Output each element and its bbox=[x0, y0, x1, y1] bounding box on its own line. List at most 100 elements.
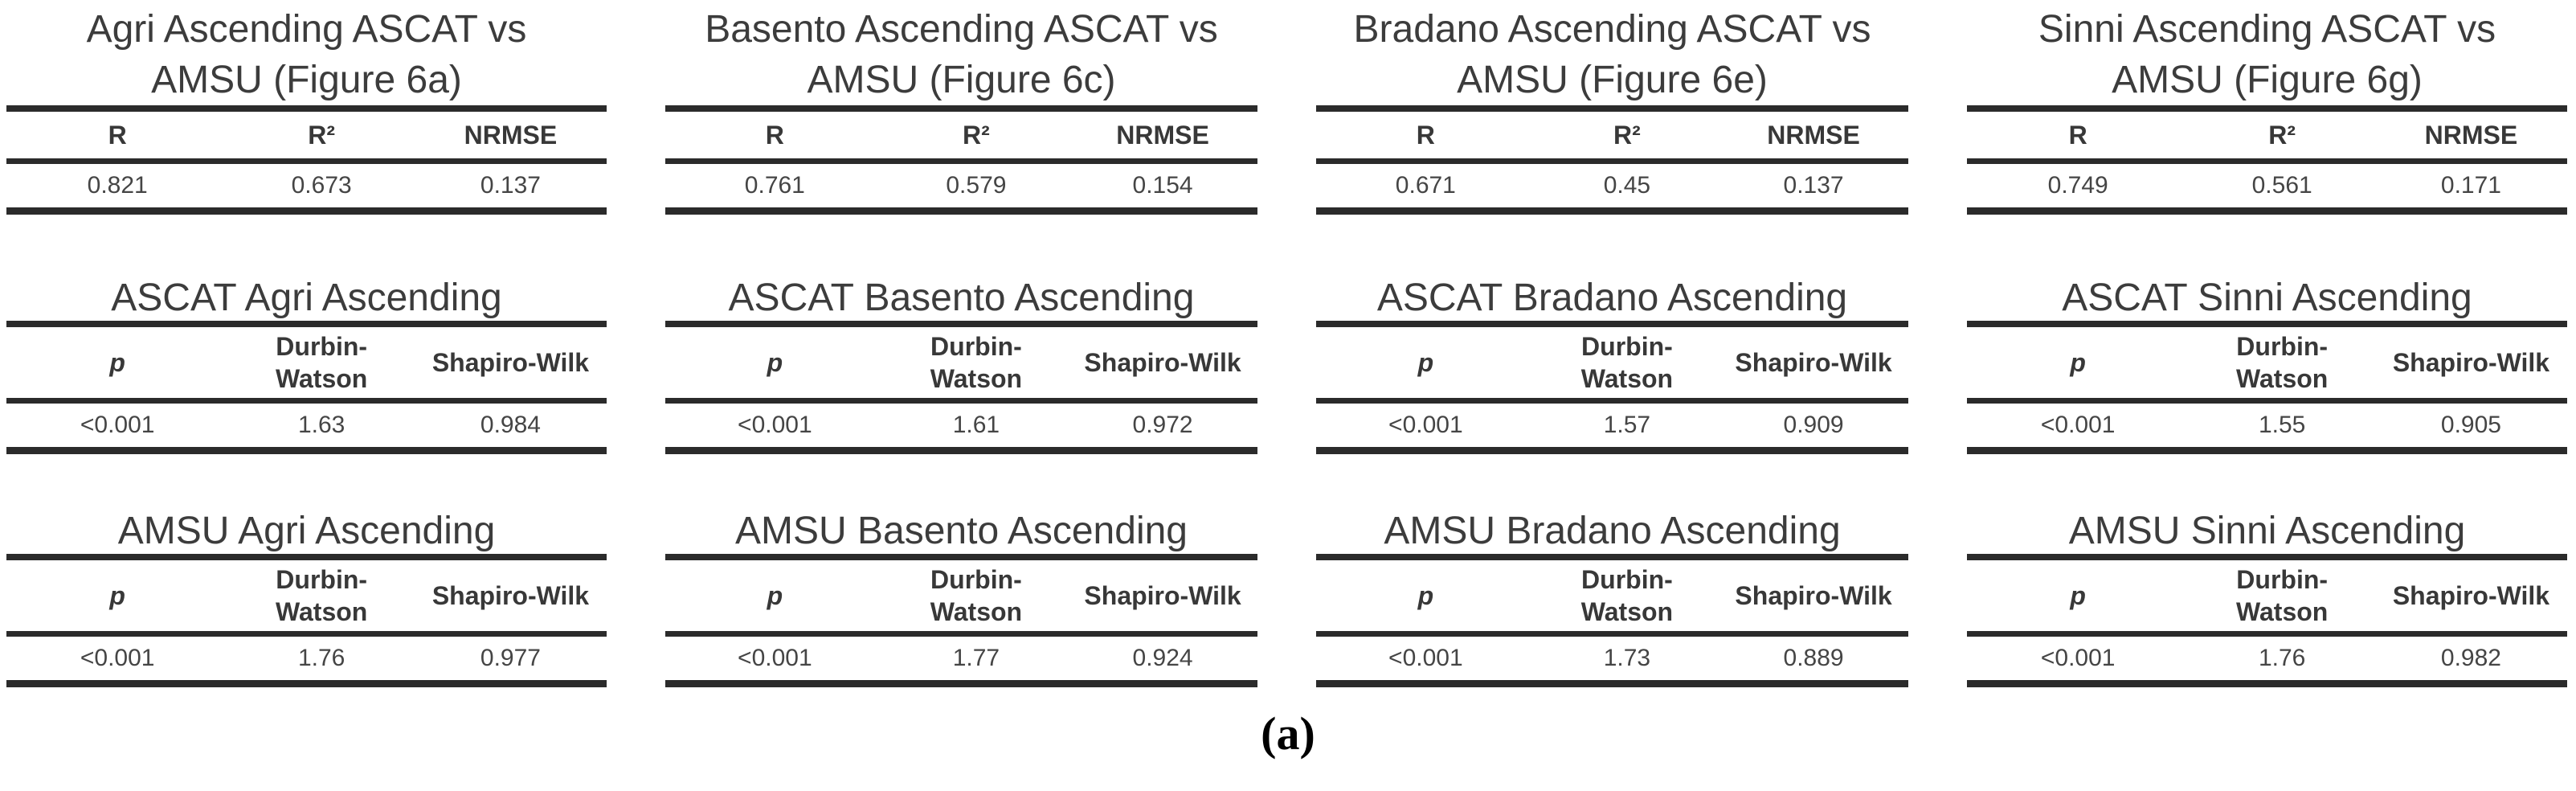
header-cell-durbin-watson: Durbin- Watson bbox=[2235, 565, 2329, 626]
data-row: <0.001 1.61 0.972 bbox=[665, 404, 1257, 447]
header-cell-nrmse: NRMSE bbox=[1116, 120, 1209, 150]
data-row: <0.001 1.76 0.977 bbox=[6, 637, 607, 680]
value-shapiro-wilk: 0.977 bbox=[480, 645, 541, 671]
value-durbin-watson: 1.76 bbox=[2258, 645, 2306, 671]
header-row: R R² NRMSE bbox=[6, 112, 607, 158]
header-cell-p: p bbox=[767, 347, 783, 377]
value-p: <0.001 bbox=[1388, 412, 1463, 438]
header-row: p Durbin- Watson Shapiro-Wilk bbox=[1316, 327, 1908, 398]
header-cell-durbin-watson: Durbin- Watson bbox=[930, 565, 1023, 626]
table-mid-rule bbox=[665, 398, 1257, 404]
header-cell-r2: R² bbox=[2268, 120, 2296, 150]
value-r2: 0.561 bbox=[2251, 172, 2312, 199]
table-title: Agri Ascending ASCAT vs AMSU (Figure 6a) bbox=[6, 0, 607, 105]
table-body: p Durbin- Watson Shapiro-Wilk <0.001 1.7… bbox=[1316, 554, 1908, 687]
value-p: <0.001 bbox=[738, 412, 812, 438]
table-title-line2: AMSU (Figure 6c) bbox=[807, 59, 1116, 101]
header-cell-p: p bbox=[767, 580, 783, 610]
table-body: p Durbin- Watson Shapiro-Wilk <0.001 1.5… bbox=[1316, 321, 1908, 454]
data-row: <0.001 1.55 0.905 bbox=[1967, 404, 2567, 447]
data-row: 0.671 0.45 0.137 bbox=[1316, 164, 1908, 207]
header-cell-durbin-watson: Durbin- Watson bbox=[2235, 332, 2329, 393]
value-durbin-watson: 1.55 bbox=[2258, 412, 2306, 438]
ascat-table-bradano: ASCAT Bradano Ascending p Durbin- Watson… bbox=[1316, 276, 1908, 454]
table-mid-rule bbox=[1967, 631, 2567, 637]
table-title-line1: Basento Ascending ASCAT vs bbox=[705, 8, 1218, 51]
figure-caption: (a) bbox=[1261, 707, 1315, 760]
header-cell-shapiro-wilk: Shapiro-Wilk bbox=[2392, 580, 2550, 610]
data-row: <0.001 1.57 0.909 bbox=[1316, 404, 1908, 447]
value-durbin-watson: 1.76 bbox=[297, 645, 346, 671]
data-row: 0.749 0.561 0.171 bbox=[1967, 164, 2567, 207]
header-cell-r: R bbox=[108, 120, 127, 150]
value-p: <0.001 bbox=[1388, 645, 1463, 671]
table-body: p Durbin- Watson Shapiro-Wilk <0.001 1.7… bbox=[665, 554, 1257, 687]
table-body: R R² NRMSE 0.761 0.579 0.154 bbox=[665, 105, 1257, 215]
table-mid-rule bbox=[665, 158, 1257, 164]
header-cell-p: p bbox=[1417, 347, 1434, 377]
header-cell-durbin-watson: Durbin- Watson bbox=[275, 332, 368, 393]
value-durbin-watson: 1.57 bbox=[1603, 412, 1651, 438]
table-mid-rule bbox=[1967, 158, 2567, 164]
header-cell-r2: R² bbox=[963, 120, 990, 150]
amsu-table-basento: AMSU Basento Ascending p Durbin- Watson … bbox=[665, 509, 1257, 687]
header-cell-nrmse: NRMSE bbox=[464, 120, 558, 150]
header-cell-shapiro-wilk: Shapiro-Wilk bbox=[1084, 347, 1241, 377]
value-r2: 0.579 bbox=[946, 172, 1007, 199]
column-agri: Agri Ascending ASCAT vs AMSU (Figure 6a)… bbox=[6, 0, 607, 687]
value-nrmse: 0.137 bbox=[480, 172, 541, 199]
tables-grid: Agri Ascending ASCAT vs AMSU (Figure 6a)… bbox=[6, 0, 2567, 687]
table-body: p Durbin- Watson Shapiro-Wilk <0.001 1.6… bbox=[6, 321, 607, 454]
table-title-line2: AMSU (Figure 6e) bbox=[1457, 59, 1768, 101]
header-row: R R² NRMSE bbox=[1316, 112, 1908, 158]
amsu-table-sinni: AMSU Sinni Ascending p Durbin- Watson Sh… bbox=[1967, 509, 2567, 687]
header-row: p Durbin- Watson Shapiro-Wilk bbox=[6, 327, 607, 398]
table-title: ASCAT Basento Ascending bbox=[728, 277, 1195, 319]
column-bradano: Bradano Ascending ASCAT vs AMSU (Figure … bbox=[1316, 0, 1908, 687]
table-body: p Durbin- Watson Shapiro-Wilk <0.001 1.7… bbox=[1967, 554, 2567, 687]
header-row: p Durbin- Watson Shapiro-Wilk bbox=[6, 560, 607, 631]
value-shapiro-wilk: 0.905 bbox=[2440, 412, 2501, 438]
table-title: ASCAT Agri Ascending bbox=[111, 277, 502, 319]
table-mid-rule bbox=[1316, 631, 1908, 637]
value-shapiro-wilk: 0.909 bbox=[1783, 412, 1844, 438]
table-title-line1: Sinni Ascending ASCAT vs bbox=[2038, 8, 2496, 51]
table-title: ASCAT Sinni Ascending bbox=[2062, 277, 2472, 319]
value-durbin-watson: 1.61 bbox=[952, 412, 1000, 438]
value-shapiro-wilk: 0.889 bbox=[1783, 645, 1844, 671]
header-cell-shapiro-wilk: Shapiro-Wilk bbox=[1735, 580, 1892, 610]
value-r: 0.821 bbox=[87, 172, 148, 199]
table-mid-rule bbox=[6, 158, 607, 164]
table-body: p Durbin- Watson Shapiro-Wilk <0.001 1.7… bbox=[6, 554, 607, 687]
value-durbin-watson: 1.63 bbox=[297, 412, 346, 438]
header-row: p Durbin- Watson Shapiro-Wilk bbox=[665, 560, 1257, 631]
value-p: <0.001 bbox=[738, 645, 812, 671]
value-shapiro-wilk: 0.972 bbox=[1132, 412, 1193, 438]
table-title-line2: AMSU (Figure 6g) bbox=[2112, 59, 2423, 101]
value-shapiro-wilk: 0.982 bbox=[2440, 645, 2501, 671]
table-mid-rule bbox=[1967, 398, 2567, 404]
header-cell-durbin-watson: Durbin- Watson bbox=[1580, 332, 1674, 393]
value-r: 0.761 bbox=[744, 172, 805, 199]
header-row: R R² NRMSE bbox=[665, 112, 1257, 158]
table-title: AMSU Bradano Ascending bbox=[1384, 510, 1841, 552]
value-r: 0.749 bbox=[2047, 172, 2108, 199]
amsu-table-agri: AMSU Agri Ascending p Durbin- Watson Sha… bbox=[6, 509, 607, 687]
value-nrmse: 0.137 bbox=[1783, 172, 1844, 199]
table-title: ASCAT Bradano Ascending bbox=[1376, 277, 1848, 319]
header-cell-nrmse: NRMSE bbox=[1767, 120, 1860, 150]
value-nrmse: 0.154 bbox=[1132, 172, 1193, 199]
table-body: R R² NRMSE 0.749 0.561 0.171 bbox=[1967, 105, 2567, 215]
table-title: Bradano Ascending ASCAT vs AMSU (Figure … bbox=[1316, 0, 1908, 105]
data-row: 0.761 0.579 0.154 bbox=[665, 164, 1257, 207]
correlation-table-sinni: Sinni Ascending ASCAT vs AMSU (Figure 6g… bbox=[1967, 0, 2567, 215]
data-row: <0.001 1.77 0.924 bbox=[665, 637, 1257, 680]
table-title: AMSU Agri Ascending bbox=[117, 510, 496, 552]
value-r2: 0.673 bbox=[291, 172, 352, 199]
correlation-table-agri: Agri Ascending ASCAT vs AMSU (Figure 6a)… bbox=[6, 0, 607, 215]
ascat-table-basento: ASCAT Basento Ascending p Durbin- Watson… bbox=[665, 276, 1257, 454]
header-cell-r: R bbox=[765, 120, 784, 150]
header-cell-shapiro-wilk: Shapiro-Wilk bbox=[2392, 347, 2550, 377]
header-cell-shapiro-wilk: Shapiro-Wilk bbox=[1084, 580, 1241, 610]
value-durbin-watson: 1.73 bbox=[1603, 645, 1651, 671]
